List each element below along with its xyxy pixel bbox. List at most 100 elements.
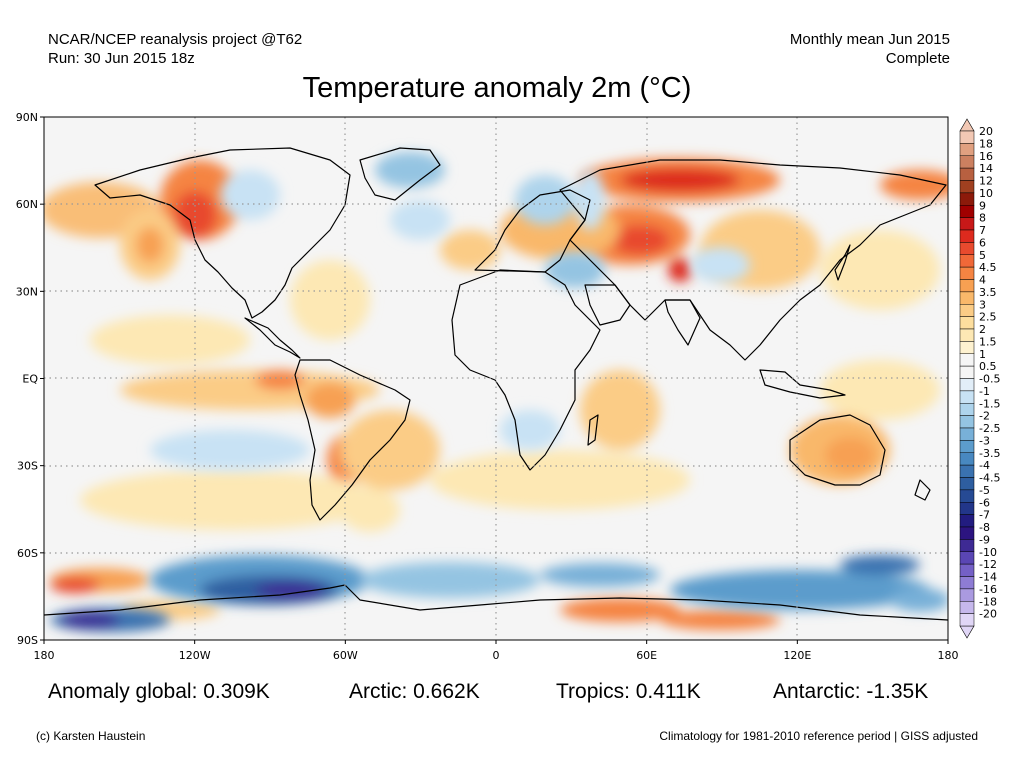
colorbar-swatch [959, 217, 975, 231]
colorbar-swatch [959, 415, 975, 429]
colorbar-level-label: 7 [979, 224, 986, 237]
colorbar-swatch [959, 390, 975, 404]
colorbar-level-label: -0.5 [979, 373, 1000, 386]
coastlines [44, 147, 948, 621]
colorbar-swatch [959, 242, 975, 255]
asia-coast [559, 159, 947, 361]
colorbar: 201816141210987654.543.532.521.510.5-0.5… [959, 118, 1000, 639]
colorbar-level-label: 10 [979, 187, 993, 200]
colorbar-level-label: -5 [979, 484, 990, 497]
latitude-ticks: 90N 60N 30N EQ 30S 60S 90S [16, 111, 44, 647]
colorbar-swatch [959, 279, 975, 293]
lon-tick-label: 180 [34, 649, 55, 662]
colorbar-swatch [959, 440, 975, 453]
colorbar-swatch [959, 205, 975, 218]
new-zealand-coast [914, 479, 931, 501]
global-anomaly-stat: Anomaly global: 0.309K [48, 680, 270, 703]
climatology-footer: Climatology for 1981-2010 reference peri… [659, 729, 978, 743]
colorbar-swatch [959, 229, 975, 243]
colorbar-level-label: 6 [979, 236, 986, 249]
colorbar-level-label: -2.5 [979, 422, 1000, 435]
colorbar-level-label: -12 [979, 558, 997, 571]
colorbar-swatch [959, 539, 975, 552]
lon-tick-label: 120E [783, 649, 811, 662]
colorbar-level-label: 18 [979, 137, 993, 150]
lat-tick-label: 30N [16, 285, 38, 298]
colorbar-level-label: 1.5 [979, 335, 997, 348]
lon-tick-label: 120W [179, 649, 211, 662]
colorbar-level-label: -9 [979, 533, 990, 546]
colorbar-level-label: 4 [979, 274, 986, 287]
colorbar-swatch [959, 130, 975, 144]
colorbar-swatch [959, 304, 975, 317]
anomaly-stats: Anomaly global: 0.309K Arctic: 0.662K Tr… [0, 680, 1024, 706]
colorbar-upper-arrow [959, 118, 975, 132]
map-area [44, 117, 948, 640]
colorbar-level-label: -1 [979, 385, 990, 398]
colorbar-swatch [959, 316, 975, 330]
colorbar-swatch [959, 155, 975, 169]
tropics-anomaly-stat: Tropics: 0.411K [556, 680, 701, 703]
madagascar-coast [587, 414, 599, 446]
colorbar-swatch [959, 502, 975, 515]
colorbar-swatch [959, 464, 975, 478]
colorbar-swatch [959, 613, 975, 627]
colorbar-swatch [959, 291, 975, 305]
colorbar-swatch [959, 403, 975, 416]
colorbar-level-label: -20 [979, 608, 997, 621]
colorbar-level-label: 0.5 [979, 360, 997, 373]
lat-tick-label: EQ [22, 373, 38, 386]
lat-tick-label: 90N [16, 111, 38, 124]
header-left: NCAR/NCEP reanalysis project @T62 Run: 3… [48, 30, 302, 68]
colorbar-swatch [959, 601, 975, 614]
colorbar-level-label: -8 [979, 521, 990, 534]
colorbar-swatch [959, 576, 975, 590]
colorbar-level-label: 9 [979, 199, 986, 212]
colorbar-swatch [959, 452, 975, 466]
colorbar-level-label: -4.5 [979, 472, 1000, 485]
colorbar-swatch [959, 378, 975, 392]
colorbar-lower-arrow [959, 625, 975, 639]
colorbar-level-label: -2 [979, 410, 990, 423]
antarctica-coast [44, 584, 948, 621]
colorbar-level-label: -10 [979, 546, 997, 559]
colorbar-level-label: 14 [979, 162, 993, 175]
colorbar-level-label: -14 [979, 571, 997, 584]
greenland-coast [359, 147, 441, 201]
japan-coast [834, 244, 851, 281]
lat-tick-label: 90S [17, 634, 38, 647]
colorbar-level-label: 8 [979, 212, 986, 225]
colorbar-swatch [959, 341, 975, 354]
colorbar-level-label: 20 [979, 125, 993, 138]
arctic-anomaly-stat: Arctic: 0.662K [349, 680, 480, 703]
colorbar-swatch [959, 563, 975, 577]
lon-tick-label: 180 [938, 649, 959, 662]
australia-coast [789, 414, 886, 486]
central-america-coast [244, 317, 301, 359]
africa-coast [451, 269, 601, 471]
lat-tick-label: 30S [17, 460, 38, 473]
arabia-coast [584, 284, 631, 326]
lon-tick-label: 0 [493, 649, 500, 662]
colorbar-swatch [959, 427, 975, 441]
colorbar-swatch [959, 143, 975, 156]
colorbar-level-label: -6 [979, 496, 990, 509]
south-america-coast [294, 359, 411, 521]
colorbar-swatch [959, 514, 975, 528]
graticule [44, 117, 948, 640]
colorbar-swatch [959, 192, 975, 206]
colorbar-level-label: 2.5 [979, 311, 997, 324]
colorbar-swatch [959, 551, 975, 565]
lon-tick-label: 60E [636, 649, 657, 662]
antarctic-anomaly-stat: Antarctic: -1.35K [773, 680, 929, 703]
indonesia-coast [759, 369, 846, 399]
colorbar-swatch [959, 477, 975, 491]
colorbar-level-label: 16 [979, 150, 993, 163]
colorbar-swatch [959, 588, 975, 602]
lon-tick-label: 60W [333, 649, 358, 662]
colorbar-swatch [959, 489, 975, 503]
colorbar-swatch [959, 266, 975, 280]
colorbar-swatch [959, 526, 975, 540]
period-label: Monthly mean Jun 2015 [789, 31, 950, 48]
colorbar-level-label: -3 [979, 434, 990, 447]
